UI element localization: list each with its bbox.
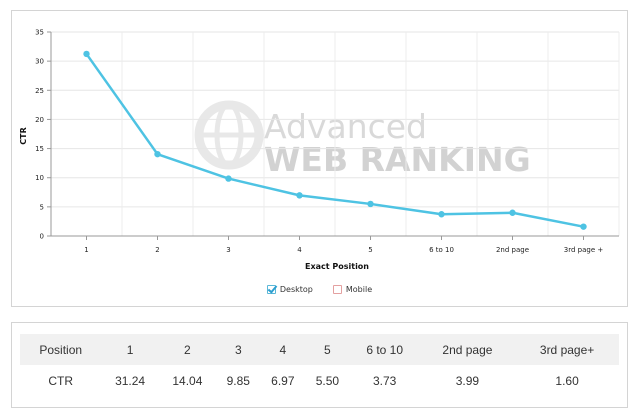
globe-icon xyxy=(194,100,264,170)
legend-desktop-label: Desktop xyxy=(279,285,313,294)
mobile-checkbox[interactable] xyxy=(332,285,342,294)
y-tick-label: 30 xyxy=(35,58,44,66)
table-cell: 6.97 xyxy=(271,373,295,388)
y-tick-label: 20 xyxy=(35,116,44,124)
y-tick-label: 5 xyxy=(40,203,44,211)
table-cell: 3.73 xyxy=(372,373,397,388)
chart-panel: Advanced WEB RANKING 0 5 10 15 20 25 30 35 1 2 3 4… xyxy=(11,10,628,307)
x-tick-label: 5 xyxy=(368,246,372,254)
y-tick-label: 35 xyxy=(35,29,44,37)
watermark: Advanced WEB RANKING xyxy=(194,100,531,179)
data-point xyxy=(580,223,587,230)
table-column-header: 5 xyxy=(305,334,350,365)
table-column-header: 2nd page xyxy=(419,334,516,365)
legend-desktop[interactable]: Desktop xyxy=(266,285,313,294)
table-cell: 14.04 xyxy=(172,373,203,388)
data-point xyxy=(367,200,374,208)
y-tick-label: 15 xyxy=(35,145,44,153)
data-point xyxy=(509,209,516,216)
data-point xyxy=(225,175,232,182)
ctr-table-panel: Position 1 2 3 4 5 6 to 10 2nd page 3rd … xyxy=(11,322,628,408)
x-tick-label: 1 xyxy=(84,246,88,254)
y-tick-label: 0 xyxy=(40,233,44,241)
x-tick-label: 4 xyxy=(297,246,302,254)
data-point xyxy=(83,50,90,58)
table-column-header: 3rd page+ xyxy=(515,334,619,365)
table-cell: 9.85 xyxy=(226,373,250,388)
table-column-header: 2 xyxy=(158,334,217,365)
x-tick-label: 2nd page xyxy=(496,246,529,254)
series-layer xyxy=(83,50,587,230)
table-column-header: 6 to 10 xyxy=(349,334,420,365)
x-tick-label: 3rd page + xyxy=(564,246,604,254)
y-tick-label: 10 xyxy=(35,174,44,182)
watermark-line1: Advanced xyxy=(264,107,427,146)
data-point xyxy=(296,192,303,199)
table-column-header: 4 xyxy=(260,334,306,365)
legend: Desktop Mobile xyxy=(12,285,627,294)
legend-mobile-label: Mobile xyxy=(345,285,373,294)
grid xyxy=(50,31,620,237)
table-column-header: 3 xyxy=(216,334,261,365)
table-column-header: 1 xyxy=(101,334,159,365)
table-cell: 31.24 xyxy=(115,373,146,388)
data-point xyxy=(438,211,445,218)
y-axis-title: CTR xyxy=(19,127,28,145)
watermark-line2: WEB RANKING xyxy=(264,140,531,179)
table-cell: 3.99 xyxy=(455,373,480,388)
table-cell: 1.60 xyxy=(555,373,579,388)
table-row-label: CTR xyxy=(48,373,74,388)
y-tick-labels: 0 5 10 15 20 25 30 35 xyxy=(35,29,44,241)
ctr-line-chart: Advanced WEB RANKING 0 5 10 15 20 25 30 35 1 2 3 4… xyxy=(19,29,620,271)
table-row: CTR 31.24 14.04 9.85 6.97 5.50 3.73 3.99… xyxy=(20,365,619,396)
table-row-header: Position xyxy=(20,334,102,365)
data-point xyxy=(154,150,161,158)
table-cell: 5.50 xyxy=(315,373,340,388)
x-tick-labels: 1 2 3 4 5 6 to 10 2nd page 3rd page + xyxy=(84,246,603,254)
series-line-desktop xyxy=(85,53,584,228)
legend-mobile[interactable]: Mobile xyxy=(332,285,373,294)
x-tick-label: 6 to 10 xyxy=(429,246,454,254)
y-tick-label: 25 xyxy=(35,87,44,95)
x-tick-label: 2 xyxy=(155,246,159,254)
ctr-table: Position 1 2 3 4 5 6 to 10 2nd page 3rd … xyxy=(20,334,619,396)
axes xyxy=(47,31,619,240)
x-axis-title: Exact Position xyxy=(305,262,369,271)
x-tick-label: 3 xyxy=(226,246,230,254)
desktop-checkbox[interactable] xyxy=(266,285,276,294)
table-header-row: Position 1 2 3 4 5 6 to 10 2nd page 3rd … xyxy=(20,334,619,365)
